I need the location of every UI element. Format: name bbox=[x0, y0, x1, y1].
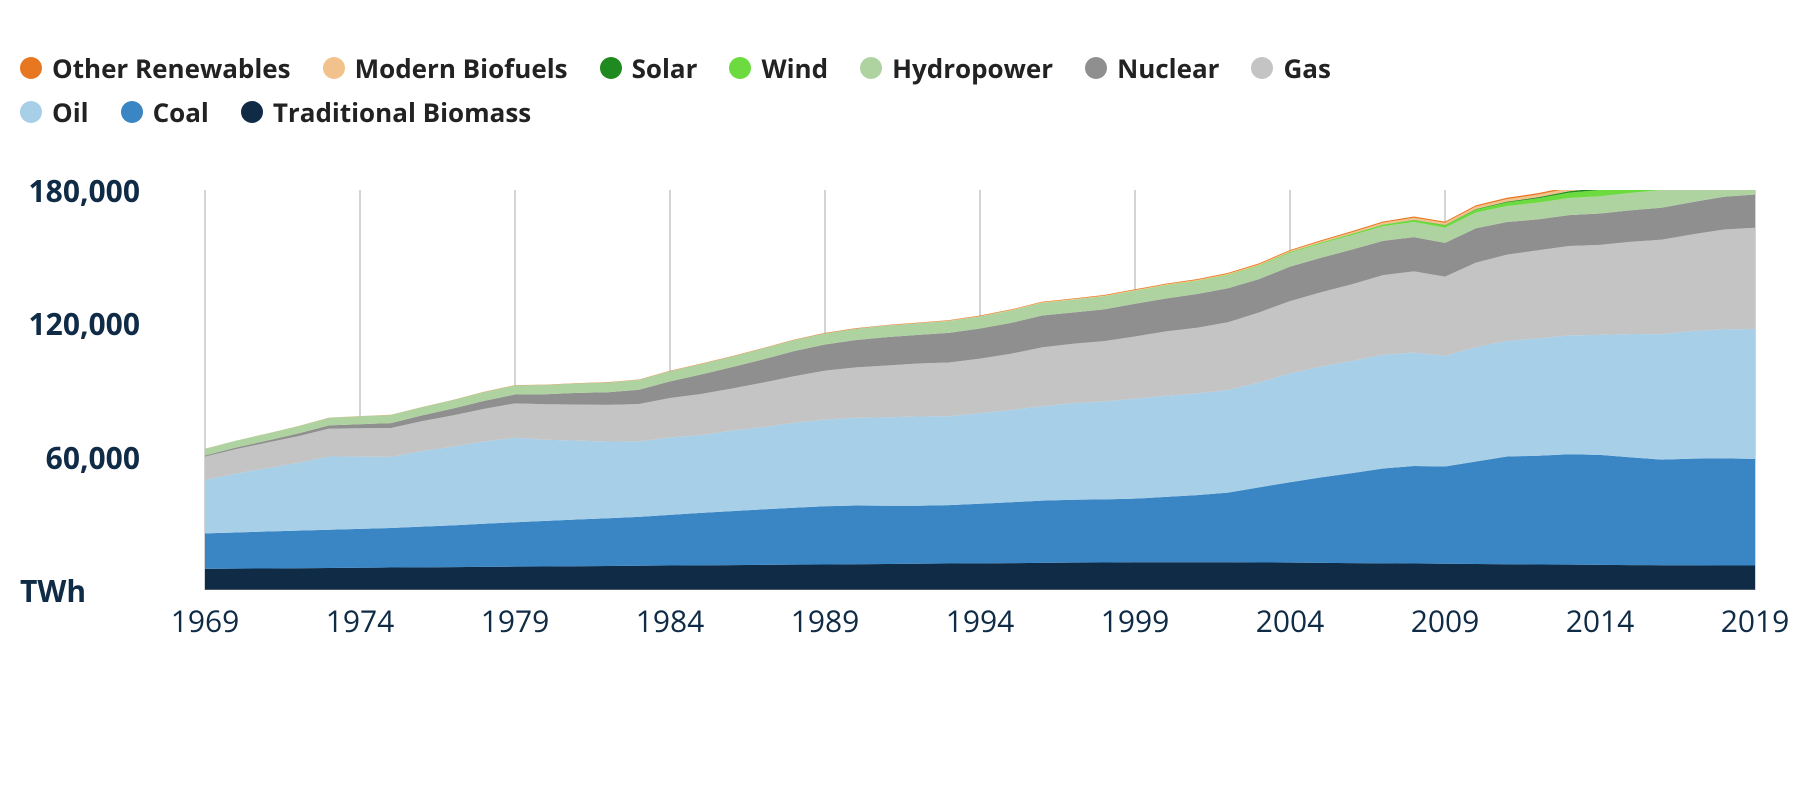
legend-label: Wind bbox=[761, 50, 828, 86]
legend-swatch bbox=[121, 101, 143, 123]
legend-item: Coal bbox=[121, 94, 209, 130]
legend-item: Wind bbox=[729, 50, 828, 86]
legend-swatch bbox=[729, 57, 751, 79]
legend-item: Oil bbox=[20, 94, 89, 130]
legend-swatch bbox=[1251, 57, 1273, 79]
x-tick-label: 1984 bbox=[636, 600, 705, 641]
x-tick-label: 2009 bbox=[1411, 600, 1480, 641]
y-tick-label: 60,000 bbox=[46, 437, 140, 478]
x-tick-label: 1974 bbox=[326, 600, 395, 641]
x-axis: 1969197419791984198919941999200420092014… bbox=[185, 600, 1775, 640]
x-tick-label: 1979 bbox=[481, 600, 550, 641]
legend-item: Solar bbox=[600, 50, 698, 86]
legend-swatch bbox=[860, 57, 882, 79]
x-tick-label: 1994 bbox=[946, 600, 1015, 641]
legend-label: Nuclear bbox=[1117, 50, 1219, 86]
x-tick-label: 1989 bbox=[791, 600, 860, 641]
legend-swatch bbox=[20, 101, 42, 123]
energy-area-chart: Other Renewables Modern Biofuels Solar Wind… bbox=[0, 0, 1818, 804]
x-tick-label: 2014 bbox=[1566, 600, 1635, 641]
legend-label: Modern Biofuels bbox=[355, 50, 568, 86]
legend-label: Hydropower bbox=[892, 50, 1053, 86]
legend-swatch bbox=[241, 101, 263, 123]
legend-label: Oil bbox=[52, 94, 89, 130]
legend-label: Traditional Biomass bbox=[273, 94, 531, 130]
x-tick-label: 1999 bbox=[1101, 600, 1170, 641]
legend-label: Gas bbox=[1283, 50, 1330, 86]
legend-swatch bbox=[600, 57, 622, 79]
legend-item: Traditional Biomass bbox=[241, 94, 531, 130]
legend-swatch bbox=[323, 57, 345, 79]
chart-legend: Other Renewables Modern Biofuels Solar Wind… bbox=[20, 50, 1420, 130]
legend-swatch bbox=[20, 57, 42, 79]
x-tick-label: 2019 bbox=[1721, 600, 1790, 641]
legend-item: Modern Biofuels bbox=[323, 50, 568, 86]
y-tick-label: 180,000 bbox=[29, 170, 140, 211]
legend-item: Other Renewables bbox=[20, 50, 291, 86]
legend-item: Hydropower bbox=[860, 50, 1053, 86]
legend-label: Solar bbox=[632, 50, 698, 86]
x-tick-label: 2004 bbox=[1256, 600, 1325, 641]
x-tick-label: 1969 bbox=[171, 600, 240, 641]
legend-swatch bbox=[1085, 57, 1107, 79]
chart-plot bbox=[185, 190, 1775, 590]
legend-label: Coal bbox=[153, 94, 209, 130]
y-axis: 60,000120,000180,000 bbox=[0, 185, 150, 605]
y-tick-label: 120,000 bbox=[29, 303, 140, 344]
legend-item: Nuclear bbox=[1085, 50, 1219, 86]
legend-item: Gas bbox=[1251, 50, 1330, 86]
legend-label: Other Renewables bbox=[52, 50, 291, 86]
y-axis-unit: TWh bbox=[20, 570, 86, 611]
